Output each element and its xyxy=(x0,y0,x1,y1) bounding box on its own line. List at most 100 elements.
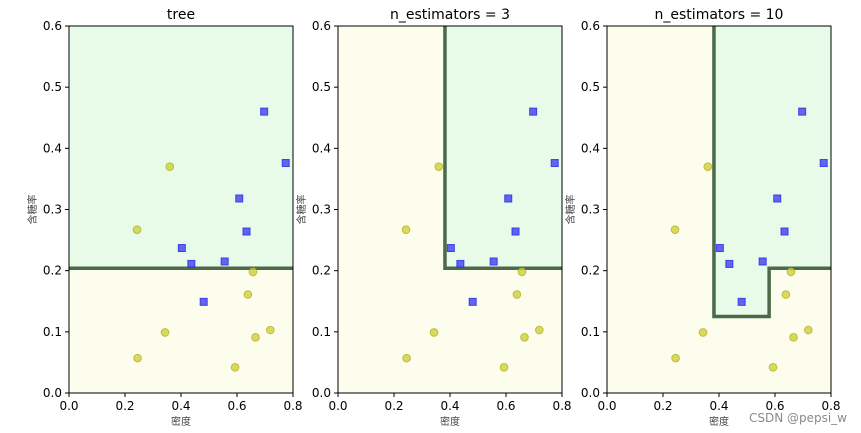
point-bad-8 xyxy=(230,363,240,372)
point-bad-6 xyxy=(520,333,529,342)
y-tick-label: 0.6 xyxy=(581,19,600,33)
y-tick-label: 0.5 xyxy=(43,80,62,94)
point-good-7 xyxy=(199,297,208,306)
point-bad-6 xyxy=(251,333,260,342)
y-tick-label: 0.2 xyxy=(312,264,331,278)
x-tick-label: 0.2 xyxy=(115,399,134,413)
x-axis-label: 密度 xyxy=(171,415,191,428)
panel-1: 0.0 0.2 0.4 0.6 0.8 0.0 0.1 0.2 0.3 0.4 0.5 0.6 tree… xyxy=(26,7,303,428)
point-bad-0 xyxy=(434,162,444,171)
point-good-3 xyxy=(511,227,520,236)
y-tick-label: 0.1 xyxy=(581,325,600,339)
x-tick-label: 0.6 xyxy=(496,399,515,413)
region-good xyxy=(444,26,562,269)
point-good-5 xyxy=(187,259,196,268)
panel-2: 0.0 0.2 0.4 0.6 0.8 0.0 0.1 0.2 0.3 0.4 0.5 0.6 n_es… xyxy=(295,7,572,428)
point-bad-8 xyxy=(768,363,778,372)
y-tick-label: 0.6 xyxy=(43,19,62,33)
x-tick-label: 0.6 xyxy=(765,399,784,413)
point-bad-2 xyxy=(517,267,527,277)
x-tick-label: 0.8 xyxy=(283,399,302,413)
y-tick-label: 0.2 xyxy=(43,264,62,278)
point-bad-7 xyxy=(133,353,142,363)
watermark: CSDN @pepsi_w xyxy=(748,411,847,425)
region-good xyxy=(69,26,293,269)
point-bad-0 xyxy=(703,162,713,171)
y-axis-label: 含糖率 xyxy=(564,195,577,225)
y-tick-label: 0.0 xyxy=(312,386,331,400)
y-axis-label: 含糖率 xyxy=(295,195,308,225)
point-good-0 xyxy=(529,107,538,116)
y-tick-label: 0.0 xyxy=(43,386,62,400)
point-good-4 xyxy=(715,244,724,253)
chart-title: tree xyxy=(167,7,195,23)
x-tick-label: 0.0 xyxy=(59,399,78,413)
x-tick-label: 0.6 xyxy=(227,399,246,413)
point-good-6 xyxy=(489,257,498,266)
point-bad-3 xyxy=(512,290,522,299)
point-bad-3 xyxy=(781,290,791,299)
point-good-1 xyxy=(550,159,559,168)
x-tick-label: 0.4 xyxy=(709,399,728,413)
y-tick-label: 0.4 xyxy=(581,141,600,155)
y-tick-label: 0.2 xyxy=(581,264,600,278)
y-tick-label: 0.0 xyxy=(581,386,600,400)
y-tick-label: 0.6 xyxy=(312,19,331,33)
panel-3: 0.0 0.2 0.4 0.6 0.8 0.0 0.1 0.2 0.3 0.4 0.5 0.6 n_es… xyxy=(564,7,841,428)
x-axis-label: 密度 xyxy=(709,415,729,428)
point-good-4 xyxy=(177,244,186,253)
point-good-2 xyxy=(235,194,244,203)
point-good-4 xyxy=(446,244,455,253)
y-tick-label: 0.1 xyxy=(43,325,62,339)
y-tick-label: 0.4 xyxy=(43,141,62,155)
point-good-5 xyxy=(456,259,465,268)
point-bad-0 xyxy=(165,162,175,171)
x-tick-label: 0.4 xyxy=(171,399,190,413)
point-bad-1 xyxy=(132,225,142,234)
y-tick-label: 0.1 xyxy=(312,325,331,339)
point-bad-4 xyxy=(160,328,170,337)
point-bad-8 xyxy=(499,363,509,372)
point-good-1 xyxy=(819,159,828,168)
point-good-7 xyxy=(468,297,477,306)
point-bad-7 xyxy=(402,353,411,363)
y-tick-label: 0.3 xyxy=(43,203,62,217)
point-good-2 xyxy=(504,194,513,203)
point-good-3 xyxy=(780,227,789,236)
y-tick-label: 0.3 xyxy=(581,203,600,217)
point-bad-1 xyxy=(670,225,680,234)
point-good-6 xyxy=(758,257,767,266)
point-good-0 xyxy=(260,107,269,116)
x-axis-label: 密度 xyxy=(440,415,460,428)
y-tick-label: 0.3 xyxy=(312,203,331,217)
point-bad-5 xyxy=(535,325,544,335)
chart-title: n_estimators = 3 xyxy=(390,7,510,23)
y-axis-label: 含糖率 xyxy=(26,195,39,225)
point-bad-4 xyxy=(698,328,708,337)
y-tick-label: 0.5 xyxy=(581,80,600,94)
point-bad-2 xyxy=(248,267,258,277)
point-bad-3 xyxy=(243,290,253,299)
point-good-7 xyxy=(737,297,746,306)
point-good-0 xyxy=(798,107,807,116)
x-tick-label: 0.2 xyxy=(384,399,403,413)
x-tick-label: 0.0 xyxy=(328,399,347,413)
point-bad-2 xyxy=(786,267,796,277)
point-bad-4 xyxy=(429,328,439,337)
y-tick-label: 0.4 xyxy=(312,141,331,155)
point-bad-5 xyxy=(266,325,275,335)
point-good-1 xyxy=(281,159,290,168)
x-tick-label: 0.8 xyxy=(821,399,840,413)
chart-title: n_estimators = 10 xyxy=(655,7,784,23)
point-good-3 xyxy=(242,227,251,236)
point-good-2 xyxy=(773,194,782,203)
point-bad-1 xyxy=(401,225,411,234)
x-tick-label: 0.4 xyxy=(440,399,459,413)
point-good-6 xyxy=(220,257,229,266)
point-bad-7 xyxy=(671,353,680,363)
x-tick-label: 0.0 xyxy=(597,399,616,413)
point-bad-5 xyxy=(804,325,813,335)
x-tick-label: 0.8 xyxy=(552,399,571,413)
point-bad-6 xyxy=(789,333,798,342)
